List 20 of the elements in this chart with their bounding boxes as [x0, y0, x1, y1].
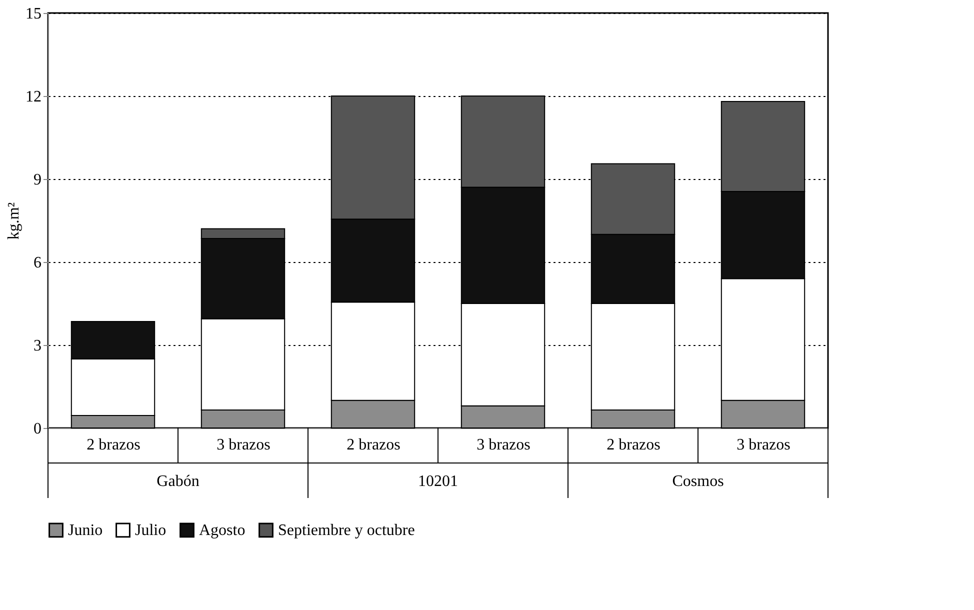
y-tick-label: 0	[34, 420, 42, 438]
x-tick-label: 2 brazos	[86, 436, 140, 454]
y-axis-title: kg.m²	[6, 202, 22, 240]
x-tick-label: 3 brazos	[736, 436, 790, 454]
legend-label: Julio	[135, 522, 166, 540]
y-tick-label: 3	[34, 338, 42, 354]
x-tick-label: 2 brazos	[606, 436, 660, 454]
text: Cosmos	[672, 473, 724, 490]
text: 10201	[418, 473, 458, 490]
y-tick-label: 15	[26, 6, 42, 22]
x-tick-label: 3 brazos	[216, 436, 270, 454]
x-tick-label: 2 brazos	[346, 436, 400, 454]
legend-label: Agosto	[199, 522, 246, 540]
y-tick-label: 12	[26, 88, 42, 106]
text: Gabón	[156, 473, 200, 490]
y-tick-label: 9	[34, 172, 42, 188]
legend-label: Junio	[68, 522, 103, 540]
x-tick-label: 3 brazos	[476, 436, 530, 454]
legend-label: Septiembre y octubre	[278, 522, 415, 540]
y-tick-label: 6	[34, 254, 42, 272]
